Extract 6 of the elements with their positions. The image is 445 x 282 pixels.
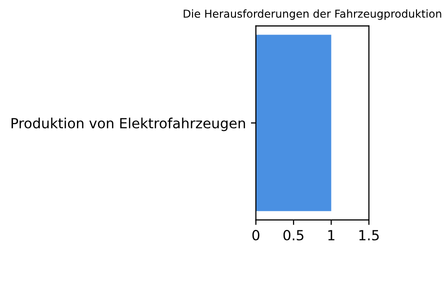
chart-title: Die Herausforderungen der Fahrzeugproduktion bbox=[184, 9, 442, 20]
y-tick-label: Produktion von Elektrofahrzeugen bbox=[12, 118, 245, 132]
x-tick-label: 0 bbox=[252, 230, 260, 240]
x-tick-label: 1 bbox=[328, 230, 334, 240]
x-tick-label: 0.5 bbox=[283, 230, 304, 240]
x-tick-label: 1.5 bbox=[359, 230, 379, 240]
